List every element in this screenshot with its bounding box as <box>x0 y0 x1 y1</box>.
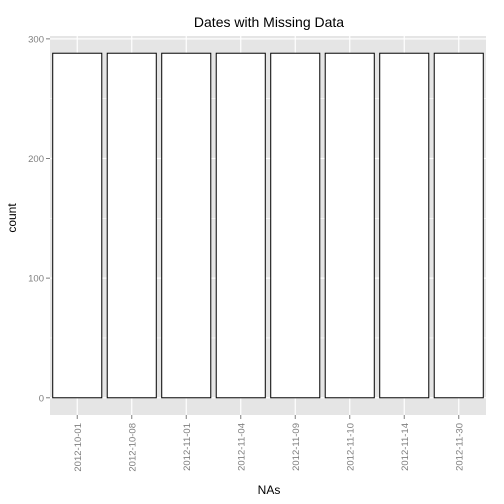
x-tick-label: 2012-11-04 <box>236 423 247 471</box>
bar-2012-10-01 <box>52 52 103 399</box>
bar-2012-11-04 <box>215 52 266 399</box>
bar-2012-11-01 <box>161 52 212 399</box>
x-axis-title: NAs <box>258 483 281 497</box>
x-tick-label: 2012-10-08 <box>127 423 138 472</box>
x-tick-label: 2012-11-09 <box>291 423 302 471</box>
bars <box>52 52 484 399</box>
x-tick-label: 2012-11-01 <box>182 423 193 471</box>
y-tick-label: 200 <box>28 154 44 165</box>
x-axis: 2012-10-01 2012-10-08 2012-11-01 2012-11-04… <box>73 415 465 472</box>
y-axis: 0 100 200 300 <box>28 34 50 404</box>
bar-2012-11-30 <box>433 52 484 399</box>
x-tick-label: 2012-11-10 <box>345 423 356 471</box>
y-tick-label: 0 <box>39 393 44 404</box>
x-tick-label: 2012-10-01 <box>73 423 84 472</box>
y-tick-label: 100 <box>28 274 44 285</box>
x-tick-label: 2012-11-30 <box>454 423 465 471</box>
bar-2012-10-08 <box>106 52 157 399</box>
bar-2012-11-09 <box>270 52 321 399</box>
bar-2012-11-10 <box>324 52 375 399</box>
y-tick-label: 300 <box>28 34 44 45</box>
y-axis-title: count <box>5 203 19 233</box>
bar-2012-11-14 <box>379 52 430 399</box>
x-tick-label: 2012-11-14 <box>400 423 411 471</box>
chart-title: Dates with Missing Data <box>194 14 344 30</box>
